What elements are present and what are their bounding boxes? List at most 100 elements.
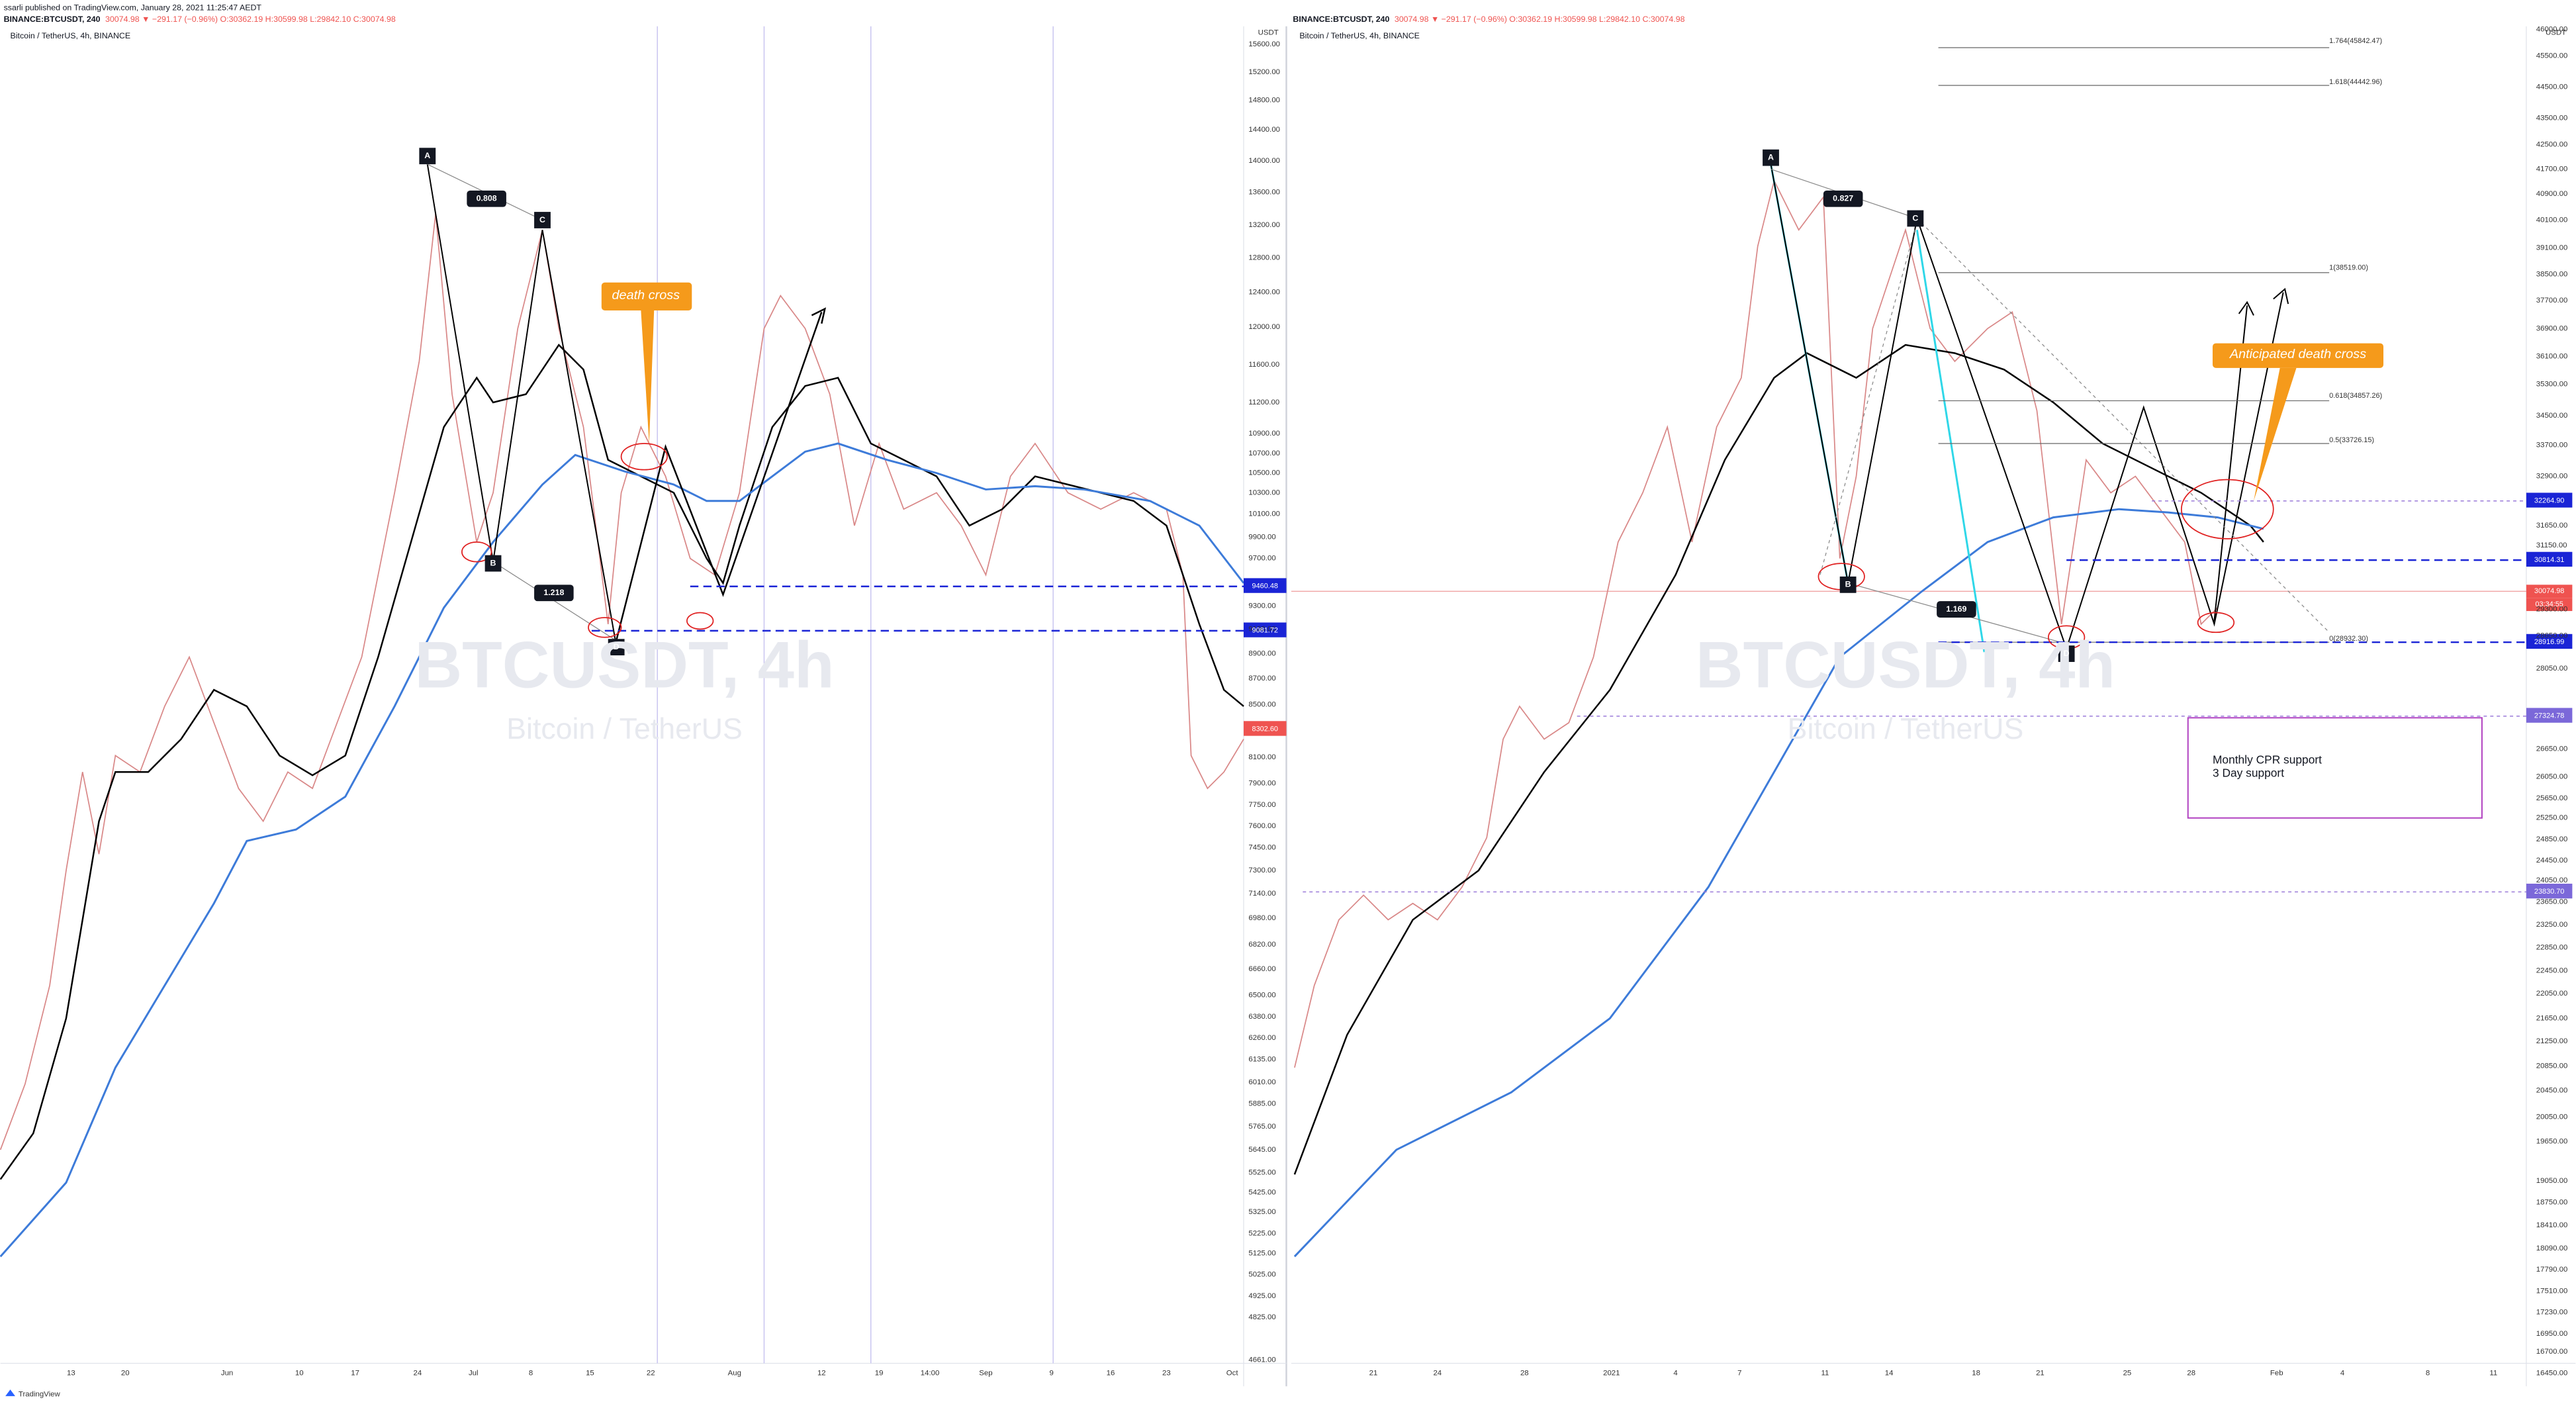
x-axis-label: 10 bbox=[295, 1369, 304, 1377]
x-axis-label: 15 bbox=[586, 1369, 594, 1377]
x-axis-label: 23 bbox=[1162, 1369, 1171, 1377]
y-axis-label: 26050.00 bbox=[2536, 773, 2568, 781]
y-axis-label: 5025.00 bbox=[1248, 1271, 1275, 1279]
price-tag: 30074.98 bbox=[2534, 587, 2565, 595]
pattern-point: C bbox=[539, 215, 545, 224]
y-axis-label: 17790.00 bbox=[2536, 1266, 2568, 1274]
y-axis-label: 11600.00 bbox=[1248, 361, 1279, 369]
x-axis-label: 2021 bbox=[1603, 1369, 1620, 1377]
price-tag: 23830.70 bbox=[2534, 888, 2565, 896]
pattern-point: B bbox=[490, 558, 496, 567]
y-axis-label: 4661.00 bbox=[1248, 1356, 1275, 1364]
y-axis-label: 9100.00 bbox=[1248, 625, 1275, 633]
x-axis-label: 20 bbox=[121, 1369, 130, 1377]
y-axis-label: 7750.00 bbox=[1248, 801, 1275, 809]
y-axis-label: 5325.00 bbox=[1248, 1208, 1275, 1216]
x-axis-label: 22 bbox=[647, 1369, 655, 1377]
y-axis-label: 7140.00 bbox=[1248, 890, 1275, 898]
quote: 30074.98 ▼ −291.17 (−0.96%) O:30362.19 H… bbox=[105, 15, 396, 24]
symbol: BINANCE:BTCUSDT, 240 bbox=[4, 15, 101, 24]
x-axis-label: Aug bbox=[728, 1369, 741, 1377]
y-axis-label: 19050.00 bbox=[2536, 1177, 2568, 1185]
chart-title: Bitcoin / TetherUS, 4h, BINANCE bbox=[11, 31, 131, 40]
y-axis-label: 10500.00 bbox=[1248, 469, 1280, 477]
pattern-point: D bbox=[2064, 649, 2070, 658]
x-axis-label: 19 bbox=[875, 1369, 884, 1377]
x-axis-label: 4 bbox=[1673, 1369, 1678, 1377]
pattern-point: B bbox=[1845, 580, 1851, 589]
pattern-point: A bbox=[1768, 152, 1774, 162]
x-axis-label: 8 bbox=[2426, 1369, 2430, 1377]
y-axis-label: 20450.00 bbox=[2536, 1087, 2568, 1095]
y-axis-label: 7900.00 bbox=[1248, 780, 1275, 788]
y-axis-label: 17510.00 bbox=[2536, 1287, 2568, 1295]
y-axis-label: 14400.00 bbox=[1248, 126, 1280, 134]
x-axis-label: 14:00 bbox=[921, 1369, 940, 1377]
price-tag: 9081.72 bbox=[1252, 627, 1278, 635]
price-tag: 9460.48 bbox=[1252, 583, 1278, 590]
y-axis-label: 8700.00 bbox=[1248, 675, 1275, 682]
y-axis-label: 16450.00 bbox=[2536, 1369, 2568, 1377]
y-axis-label: 6980.00 bbox=[1248, 914, 1275, 922]
x-axis-label: 4 bbox=[2340, 1369, 2345, 1377]
y-axis-label: 5885.00 bbox=[1248, 1100, 1275, 1107]
y-axis-label: 12800.00 bbox=[1248, 254, 1280, 262]
y-axis-label: 17230.00 bbox=[2536, 1309, 2568, 1317]
currency: USDT bbox=[1258, 29, 1279, 37]
price-tag: 8302.60 bbox=[1252, 726, 1278, 733]
x-axis-label: 11 bbox=[1821, 1369, 1829, 1377]
y-axis-label: 4925.00 bbox=[1248, 1292, 1275, 1300]
y-axis-label: 5225.00 bbox=[1248, 1229, 1275, 1237]
y-axis-label: 24050.00 bbox=[2536, 876, 2568, 884]
y-axis-label: 46000.00 bbox=[2536, 26, 2568, 34]
fib-label: 1.618(44442.96) bbox=[2329, 78, 2382, 86]
y-axis-label: 28650.00 bbox=[2536, 632, 2568, 639]
y-axis-label: 18750.00 bbox=[2536, 1198, 2568, 1206]
y-axis-label: 18090.00 bbox=[2536, 1244, 2568, 1252]
y-axis-label: 7300.00 bbox=[1248, 867, 1275, 874]
fib-label: 0.5(33726.15) bbox=[2329, 436, 2374, 444]
fib-label: 1(38519.00) bbox=[2329, 263, 2368, 271]
symbol-line: BINANCE:BTCUSDT, 240 30074.98 ▼ −291.17 (… bbox=[4, 15, 396, 24]
y-axis-label: 5125.00 bbox=[1248, 1249, 1275, 1257]
y-axis-label: 9300.00 bbox=[1248, 602, 1275, 610]
y-axis-label: 5765.00 bbox=[1248, 1123, 1275, 1131]
pattern-point: D bbox=[614, 642, 620, 651]
pattern-ratio: 0.808 bbox=[477, 194, 497, 203]
y-axis-label: 15200.00 bbox=[1248, 68, 1280, 76]
x-axis-label: 28 bbox=[1520, 1369, 1529, 1377]
y-axis-label: 6500.00 bbox=[1248, 992, 1275, 1000]
y-axis-label: 20050.00 bbox=[2536, 1113, 2568, 1121]
y-axis-label: 19650.00 bbox=[2536, 1138, 2568, 1146]
y-axis-label: 31650.00 bbox=[2536, 522, 2568, 530]
y-axis-label: 23250.00 bbox=[2536, 921, 2568, 929]
pattern-ratio: 1.218 bbox=[543, 588, 564, 597]
y-axis-label: 15600.00 bbox=[1248, 40, 1280, 48]
y-axis-label: 8100.00 bbox=[1248, 753, 1275, 761]
fib-label: 0(28932.30) bbox=[2329, 635, 2368, 643]
y-axis-label: 9700.00 bbox=[1248, 555, 1275, 563]
y-axis-label: 40100.00 bbox=[2536, 216, 2568, 224]
y-axis-label: 10700.00 bbox=[1248, 449, 1280, 457]
left-layout bbox=[0, 26, 1287, 1387]
x-axis-label: 8 bbox=[529, 1369, 533, 1377]
callout: Anticipated death cross bbox=[2229, 347, 2366, 361]
x-axis-label: 14 bbox=[1885, 1369, 1894, 1377]
y-axis-label: 20850.00 bbox=[2536, 1062, 2568, 1070]
y-axis-label: 8500.00 bbox=[1248, 700, 1275, 708]
y-axis-label: 22050.00 bbox=[2536, 990, 2568, 998]
y-axis-label: 24450.00 bbox=[2536, 857, 2568, 865]
pattern-point: A bbox=[424, 151, 430, 160]
price-tag: 27324.78 bbox=[2534, 712, 2565, 720]
y-axis-label: 16950.00 bbox=[2536, 1330, 2568, 1338]
y-axis-label: 38500.00 bbox=[2536, 270, 2568, 278]
symbol-line: BINANCE:BTCUSDT, 240 30074.98 ▼ −291.17 (… bbox=[1293, 15, 1684, 24]
price-tag: 30814.31 bbox=[2534, 556, 2565, 564]
y-axis-label: 11200.00 bbox=[1248, 398, 1279, 406]
y-axis-label: 34500.00 bbox=[2536, 412, 2568, 420]
y-axis-label: 33700.00 bbox=[2536, 441, 2568, 449]
tradingview-logo bbox=[5, 1389, 15, 1397]
y-axis-label: 12000.00 bbox=[1248, 323, 1280, 331]
x-axis-label: 24 bbox=[414, 1369, 422, 1377]
